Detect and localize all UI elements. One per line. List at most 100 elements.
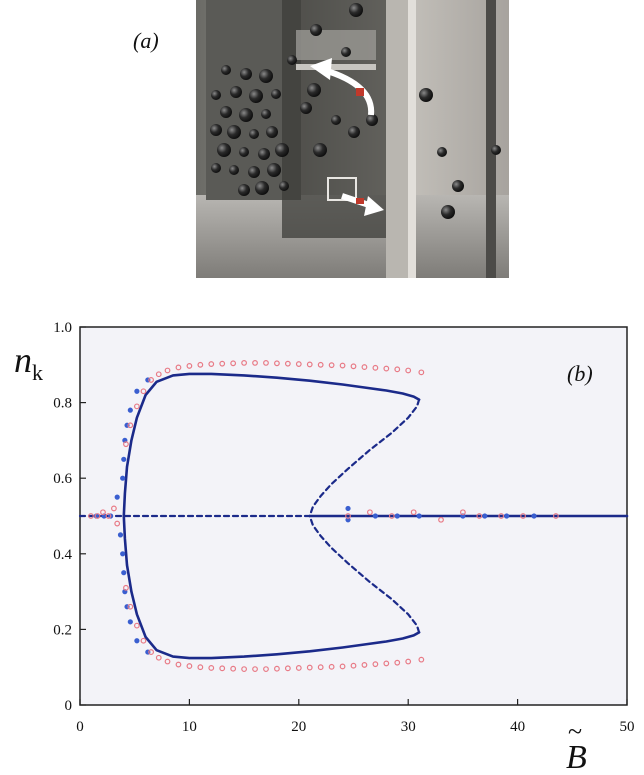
bead — [249, 129, 259, 139]
pink-data-point — [284, 360, 291, 367]
pink-data-point — [394, 366, 401, 373]
pink-data-point — [175, 364, 182, 371]
blue-data-point — [121, 456, 127, 462]
pink-data-point — [186, 663, 193, 669]
pink-data-point — [372, 661, 379, 668]
bead — [310, 24, 322, 36]
bead — [279, 181, 289, 191]
pink-data-point — [252, 360, 258, 366]
pink-data-point — [164, 367, 171, 374]
blue-data-point — [114, 494, 120, 500]
bead — [258, 148, 270, 160]
bead — [210, 124, 222, 136]
bead — [366, 114, 378, 126]
bead — [211, 90, 221, 100]
bead — [348, 126, 360, 138]
panel-b-label: (b) — [567, 361, 593, 386]
pink-data-point — [155, 654, 162, 661]
bead — [239, 147, 249, 157]
bead — [240, 68, 252, 80]
bead — [249, 89, 263, 103]
pink-data-point — [295, 665, 302, 671]
bead — [217, 143, 231, 157]
pink-data-point — [367, 509, 373, 516]
blue-data-point — [134, 638, 140, 644]
pink-data-point — [197, 361, 204, 368]
pink-data-point — [208, 665, 215, 671]
pink-data-point — [252, 666, 258, 672]
pink-data-point — [133, 403, 140, 410]
bead — [238, 184, 250, 196]
bead — [255, 181, 269, 195]
bead — [267, 163, 281, 177]
pink-data-point — [274, 360, 280, 367]
pink-data-point — [241, 666, 248, 672]
pink-data-point — [372, 364, 379, 371]
stable-lower-curve — [122, 514, 421, 660]
bead — [229, 165, 239, 175]
x-axis-label-tilde: ~ — [568, 717, 582, 746]
pink-data-point — [100, 509, 106, 516]
pink-data-point — [284, 665, 291, 672]
blue-data-point — [117, 532, 124, 538]
pink-data-point — [405, 658, 412, 665]
bead — [261, 109, 271, 119]
pink-data-point — [164, 658, 171, 665]
pink-data-point — [274, 665, 280, 672]
bead — [221, 65, 231, 75]
pink-data-point — [520, 513, 526, 519]
pink-data-point — [127, 603, 134, 610]
pink-data-point — [306, 664, 313, 671]
pink-data-point — [230, 360, 237, 367]
pink-data-point — [350, 363, 357, 370]
pink-data-point — [123, 584, 129, 591]
unstable-upper-curve — [308, 398, 421, 518]
bead — [419, 88, 433, 102]
bead — [452, 180, 464, 192]
pink-data-point — [263, 360, 269, 366]
pink-data-point — [105, 513, 112, 519]
pink-data-point — [127, 422, 134, 429]
bead — [287, 55, 297, 65]
model-curves — [78, 372, 629, 660]
bead — [227, 125, 241, 139]
bead — [300, 102, 312, 114]
pink-data-point — [418, 656, 425, 663]
pink-data-point — [498, 513, 505, 519]
y-axis-label: nk — [14, 340, 43, 385]
blue-data-point — [416, 513, 422, 519]
blue-data-point — [482, 513, 488, 519]
pink-data-point — [350, 662, 357, 669]
blue-data-point — [120, 551, 126, 557]
blue-data-point — [394, 513, 400, 519]
bead — [331, 115, 341, 125]
unstable-lower-curve — [308, 514, 421, 634]
pink-data-point — [476, 513, 483, 519]
bead — [313, 143, 327, 157]
bead — [248, 166, 260, 178]
blue-data-point — [504, 513, 510, 519]
y-tick-label: 0.8 — [53, 396, 72, 412]
pink-data-point — [410, 509, 417, 516]
x-tick-label: 50 — [620, 719, 635, 735]
pink-data-point — [460, 509, 466, 516]
bead — [307, 83, 321, 97]
blue-data-point — [345, 505, 351, 512]
bifurcation-chart: 0 10 20 30 40 50 0 0.2 0.4 0.6 0.8 1.0 (b) nk B ~ — [14, 320, 635, 775]
pink-data-point — [208, 361, 215, 367]
pink-data-point — [438, 516, 444, 523]
y-tick-label: 0.2 — [53, 622, 72, 638]
simulation-markers — [88, 360, 559, 672]
blue-data-point — [120, 475, 126, 481]
bead — [437, 147, 447, 157]
photo-illustration — [196, 0, 509, 278]
bead — [341, 47, 351, 57]
pink-data-point — [328, 663, 335, 670]
experiment-photo — [196, 0, 509, 278]
bead — [275, 143, 289, 157]
x-tick-label: 30 — [401, 719, 416, 735]
pink-data-point — [317, 361, 324, 368]
pink-data-point — [140, 388, 147, 395]
pink-data-point — [405, 367, 412, 374]
blue-data-point — [372, 513, 378, 519]
